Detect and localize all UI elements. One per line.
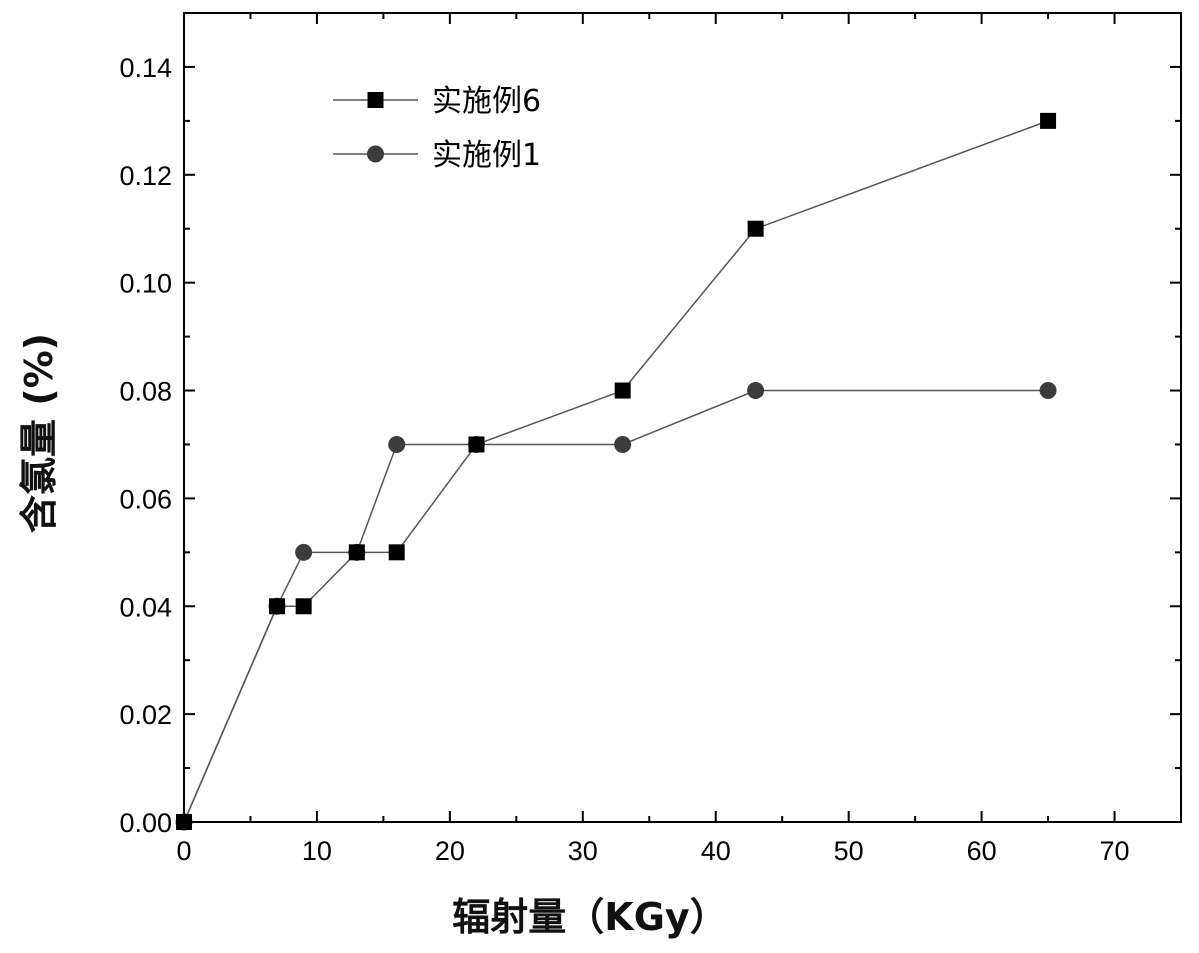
legend-item: 实施例1 [333, 138, 541, 173]
x-tick-label: 10 [302, 836, 332, 866]
x-tick-label: 0 [176, 836, 191, 866]
data-point [388, 436, 405, 453]
data-point [296, 598, 312, 614]
legend-label: 实施例6 [432, 84, 541, 119]
series-1 [176, 113, 1056, 830]
data-point [615, 383, 631, 399]
data-point [468, 436, 484, 452]
data-point [1040, 382, 1057, 399]
legend: 实施例6 实施例1 [333, 84, 541, 173]
x-tick-label: 70 [1100, 836, 1130, 866]
data-point [269, 598, 285, 614]
y-tick-label: 0.02 [119, 700, 172, 730]
y-axis-title: 含氯量 (%) [17, 333, 61, 533]
y-tick-label: 0.14 [119, 53, 172, 83]
y-tick-label: 0.08 [119, 377, 172, 407]
series-line [184, 391, 1048, 822]
y-tick-label: 0.00 [119, 808, 172, 838]
data-point [176, 814, 192, 830]
x-tick-label: 50 [834, 836, 864, 866]
y-tick-label: 0.12 [119, 161, 172, 191]
data-point [1040, 113, 1056, 129]
legend-item: 实施例6 [333, 84, 541, 119]
data-point [748, 221, 764, 237]
y-tick-label: 0.06 [119, 484, 172, 514]
axes: 0 10 20 30 40 50 60 70 0.00 0.02 0.04 0.06 0.08 0.10 0… [119, 13, 1181, 866]
data-point [747, 382, 764, 399]
x-tick-label: 30 [568, 836, 598, 866]
x-tick-label: 20 [435, 836, 465, 866]
series-layer [176, 113, 1057, 831]
x-tick-label: 40 [701, 836, 731, 866]
data-point [295, 544, 312, 561]
y-tick-label: 0.10 [119, 269, 172, 299]
legend-marker [368, 92, 384, 108]
data-point [614, 436, 631, 453]
data-point [389, 544, 405, 560]
legend-label: 实施例1 [432, 138, 541, 173]
plot-frame [184, 13, 1181, 822]
data-point [349, 544, 365, 560]
y-tick-label: 0.04 [119, 592, 172, 622]
x-axis-title: 辐射量（KGy） [452, 895, 727, 939]
legend-marker [367, 146, 384, 163]
x-tick-label: 60 [967, 836, 997, 866]
series-line [184, 121, 1048, 822]
